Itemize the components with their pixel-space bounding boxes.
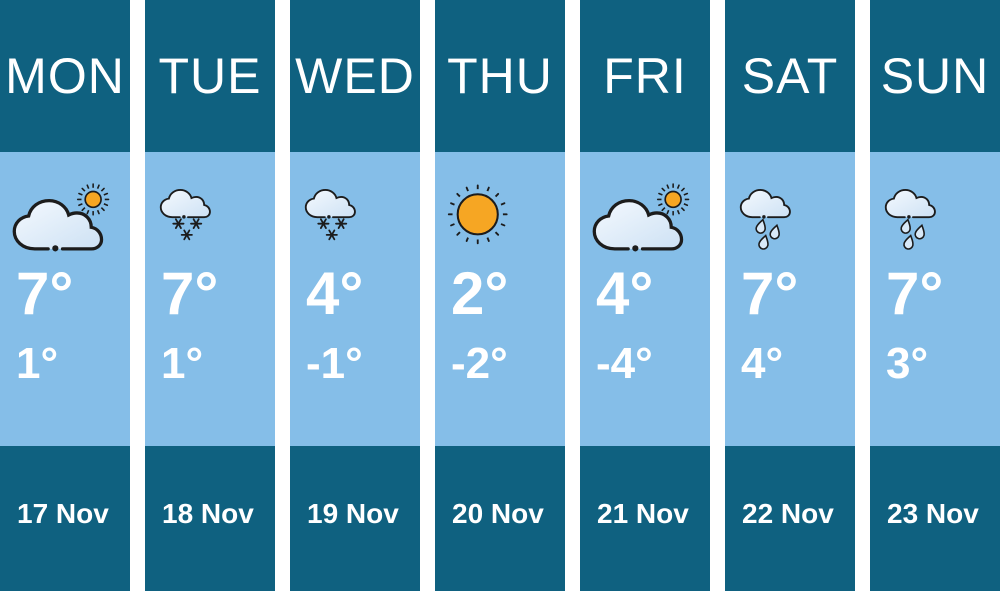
date-label: 22 Nov — [725, 446, 855, 591]
day-card-tue: TUE 7° 1° 18 Nov — [145, 0, 275, 591]
day-card-body: 2° -2° — [435, 152, 565, 446]
sun-icon — [447, 184, 508, 245]
weather-icon-box — [301, 176, 420, 252]
date-label: 20 Nov — [435, 446, 565, 591]
high-temp: 7° — [16, 260, 74, 327]
day-card-thu: THU 2° -2° 20 Nov — [435, 0, 565, 591]
cloud-rain-icon — [881, 177, 993, 252]
high-temp: 4° — [306, 260, 364, 327]
day-card-sat: SAT 7° 4° 22 Nov — [725, 0, 855, 591]
day-card-mon: MON 7° 1° 17 Nov — [0, 0, 130, 591]
day-name: TUE — [145, 0, 275, 152]
weather-icon-box — [446, 176, 565, 252]
high-temp: 7° — [741, 260, 799, 327]
day-name: SAT — [725, 0, 855, 152]
high-temp: 7° — [886, 260, 944, 327]
date-label: 18 Nov — [145, 446, 275, 591]
low-temp: 4° — [741, 339, 784, 388]
high-temp: 7° — [161, 260, 219, 327]
day-name: FRI — [580, 0, 710, 152]
day-card-body: 7° 3° — [870, 152, 1000, 446]
low-temp: -4° — [596, 339, 653, 388]
weather-icon-box — [881, 176, 1000, 252]
date-label: 21 Nov — [580, 446, 710, 591]
date-label: 23 Nov — [870, 446, 1000, 591]
cloud-snow-icon — [301, 177, 413, 252]
date-label: 19 Nov — [290, 446, 420, 591]
low-temp: 1° — [161, 339, 204, 388]
weather-icon-box — [11, 176, 130, 252]
low-temp: -1° — [306, 339, 363, 388]
day-card-body: 4° -1° — [290, 152, 420, 446]
low-temp: -2° — [451, 339, 508, 388]
weather-icon-box — [156, 176, 275, 252]
day-name: MON — [0, 0, 130, 152]
day-card-sun: SUN 7° 3° 23 Nov — [870, 0, 1000, 591]
weather-icon-box — [591, 176, 710, 252]
cloud-sun-icon — [11, 177, 123, 252]
day-name: SUN — [870, 0, 1000, 152]
weather-icon-box — [736, 176, 855, 252]
cloud-snow-icon — [156, 177, 268, 252]
day-card-body: 7° 1° — [0, 152, 130, 446]
date-label: 17 Nov — [0, 446, 130, 591]
low-temp: 3° — [886, 339, 929, 388]
day-card-body: 7° 4° — [725, 152, 855, 446]
low-temp: 1° — [16, 339, 59, 388]
day-card-fri: FRI 4° -4° 21 Nov — [580, 0, 710, 591]
day-card-wed: WED 4° -1° 19 Nov — [290, 0, 420, 591]
day-card-body: 4° -4° — [580, 152, 710, 446]
high-temp: 2° — [451, 260, 509, 327]
cloud-rain-icon — [736, 177, 848, 252]
cloud-sun-icon — [591, 177, 703, 252]
day-name: WED — [290, 0, 420, 152]
day-card-body: 7° 1° — [145, 152, 275, 446]
high-temp: 4° — [596, 260, 654, 327]
day-name: THU — [435, 0, 565, 152]
